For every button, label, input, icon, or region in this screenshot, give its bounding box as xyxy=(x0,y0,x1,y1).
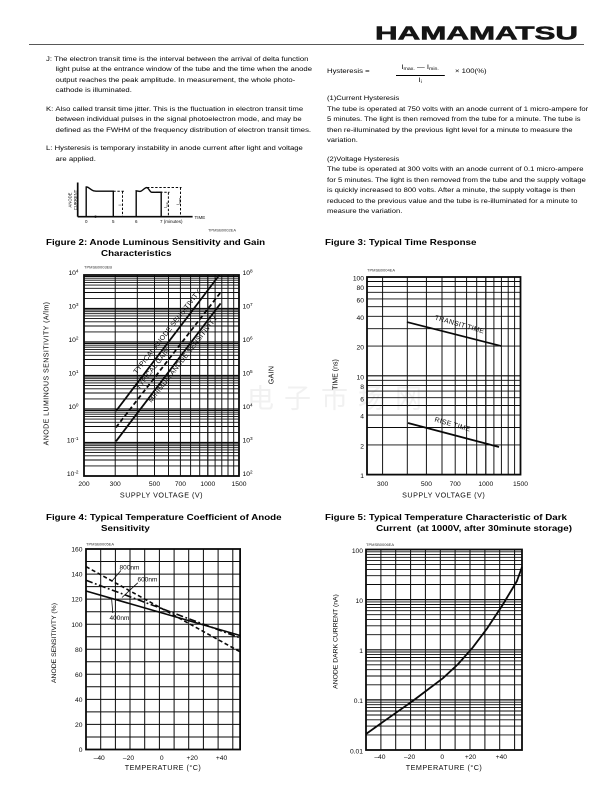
svg-text:–20: –20 xyxy=(404,754,415,761)
svg-text:20: 20 xyxy=(75,722,83,729)
svg-text:100: 100 xyxy=(68,402,78,411)
svg-text:800nm: 800nm xyxy=(120,564,140,571)
svg-text:120: 120 xyxy=(71,597,82,604)
svg-text:TIME (ns): TIME (ns) xyxy=(333,359,340,390)
svg-text:1000: 1000 xyxy=(200,481,215,488)
svg-text:+40: +40 xyxy=(496,754,508,761)
svg-text:TPMSB0002EA: TPMSB0002EA xyxy=(208,228,236,233)
svg-text:10-1: 10-1 xyxy=(67,436,79,445)
svg-text:TIME: TIME xyxy=(195,215,206,220)
svg-text:ANODE DARK CURRENT (nA): ANODE DARK CURRENT (nA) xyxy=(333,594,340,689)
svg-text:Imax.: Imax. xyxy=(175,197,181,205)
svg-text:1000: 1000 xyxy=(478,481,493,488)
svg-text:200: 200 xyxy=(78,481,89,488)
svg-text:–40: –40 xyxy=(374,754,385,761)
svg-text:CURRENT: CURRENT xyxy=(73,189,78,210)
svg-text:102: 102 xyxy=(68,335,78,344)
svg-text:20: 20 xyxy=(357,345,365,352)
svg-text:6: 6 xyxy=(360,396,364,403)
svg-text:104: 104 xyxy=(68,268,78,277)
svg-text:GAIN: GAIN xyxy=(268,366,276,385)
svg-text:105: 105 xyxy=(243,369,253,378)
svg-text:1: 1 xyxy=(360,473,364,480)
svg-text:0: 0 xyxy=(85,219,88,224)
svg-text:100: 100 xyxy=(353,276,364,283)
svg-text:5: 5 xyxy=(112,219,115,224)
svg-text:+20: +20 xyxy=(465,754,477,761)
svg-text:100: 100 xyxy=(71,622,82,629)
svg-text:+20: +20 xyxy=(187,755,199,762)
svg-text:ANODE LUMINOUS SENSITIVITY (A/: ANODE LUMINOUS SENSITIVITY (A/lm) xyxy=(44,302,51,446)
svg-text:TPMSB0003EB: TPMSB0003EB xyxy=(84,265,112,270)
svg-text:80: 80 xyxy=(75,647,83,654)
svg-text:TEMPERATURE (°C): TEMPERATURE (°C) xyxy=(406,763,483,772)
svg-text:107: 107 xyxy=(243,302,253,311)
svg-text:TPMSB0005EA: TPMSB0005EA xyxy=(86,542,114,547)
svg-text:300: 300 xyxy=(110,481,121,488)
svg-text:300: 300 xyxy=(377,481,388,488)
svg-text:SUPPLY VOLTAGE (V): SUPPLY VOLTAGE (V) xyxy=(402,490,485,499)
svg-text:–20: –20 xyxy=(123,755,134,762)
svg-text:Imin.: Imin. xyxy=(163,201,169,208)
svg-text:100: 100 xyxy=(352,548,363,555)
svg-text:0: 0 xyxy=(79,747,83,754)
svg-text:I: I xyxy=(117,204,122,205)
svg-text:400nm: 400nm xyxy=(110,615,130,622)
svg-text:4: 4 xyxy=(360,414,364,421)
svg-text:TPMSB0006EA: TPMSB0006EA xyxy=(366,542,394,547)
svg-text:700: 700 xyxy=(450,481,461,488)
svg-text:1: 1 xyxy=(359,648,363,655)
svg-text:2: 2 xyxy=(360,444,364,451)
svg-text:106: 106 xyxy=(243,335,253,344)
svg-text:101: 101 xyxy=(68,369,78,378)
svg-text:160: 160 xyxy=(71,547,82,554)
svg-text:TEMPERATURE (°C): TEMPERATURE (°C) xyxy=(125,763,202,772)
svg-text:0: 0 xyxy=(160,755,164,762)
svg-text:103: 103 xyxy=(68,302,78,311)
svg-text:–40: –40 xyxy=(94,755,105,762)
svg-text:0.01: 0.01 xyxy=(350,748,363,755)
svg-text:10: 10 xyxy=(357,374,365,381)
svg-text:60: 60 xyxy=(75,672,83,679)
svg-text:102: 102 xyxy=(243,469,253,478)
svg-text:103: 103 xyxy=(243,436,253,445)
svg-text:10: 10 xyxy=(356,598,364,605)
svg-text:TPMSB0004EA: TPMSB0004EA xyxy=(367,268,395,273)
svg-text:7 (minutes): 7 (minutes) xyxy=(160,219,183,224)
svg-text:500: 500 xyxy=(421,481,432,488)
svg-text:1500: 1500 xyxy=(513,481,528,488)
svg-text:10-2: 10-2 xyxy=(67,469,79,478)
svg-text:+40: +40 xyxy=(216,755,228,762)
svg-text:500: 500 xyxy=(149,481,160,488)
svg-text:140: 140 xyxy=(71,572,82,579)
svg-text:SUPPLY VOLTAGE (V): SUPPLY VOLTAGE (V) xyxy=(120,490,203,499)
svg-text:6: 6 xyxy=(135,219,138,224)
svg-text:700: 700 xyxy=(175,481,186,488)
svg-text:40: 40 xyxy=(75,697,83,704)
svg-text:40: 40 xyxy=(357,315,365,322)
svg-text:104: 104 xyxy=(243,402,253,411)
svg-text:8: 8 xyxy=(360,384,364,391)
svg-text:HAMAMATSU: HAMAMATSU xyxy=(375,24,578,42)
svg-text:600nm: 600nm xyxy=(138,576,158,583)
svg-text:0: 0 xyxy=(440,754,444,761)
svg-text:ANODE SENSITIVITY (%): ANODE SENSITIVITY (%) xyxy=(51,603,58,683)
svg-text:1500: 1500 xyxy=(232,481,247,488)
svg-text:80: 80 xyxy=(357,285,365,292)
svg-text:ANODE: ANODE xyxy=(68,192,73,207)
svg-text:108: 108 xyxy=(243,268,253,277)
svg-text:0.1: 0.1 xyxy=(354,698,364,705)
svg-text:60: 60 xyxy=(357,298,365,305)
